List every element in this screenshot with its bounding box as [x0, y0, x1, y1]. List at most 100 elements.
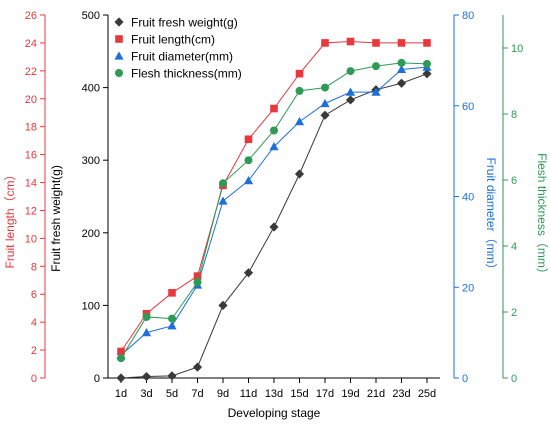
weight-axis-title: Fruit fresh weight(g)	[49, 165, 63, 272]
data-point-flesh	[193, 278, 202, 287]
weight-tick-label: 100	[82, 300, 100, 312]
x-axis-title: Developing stage	[228, 406, 321, 420]
data-point-diameter	[320, 98, 330, 108]
flesh-tick-label: 8	[511, 109, 517, 121]
legend-entry: Fruit fresh weight(g)	[114, 16, 238, 30]
data-point-flesh	[372, 62, 380, 71]
diameter-tick-label: 80	[462, 10, 474, 22]
length-tick-label: 2	[31, 345, 37, 357]
data-point-length	[244, 135, 253, 144]
x-tick-label: 17d	[316, 388, 334, 400]
length-tick-label: 24	[25, 38, 37, 50]
length-tick-label: 4	[31, 317, 37, 329]
length-tick-label: 22	[25, 66, 37, 78]
diameter-tick-label: 0	[462, 373, 468, 385]
x-tick-label: 9d	[217, 388, 229, 400]
data-point-length	[346, 37, 355, 46]
diameter-tick-label: 20	[462, 282, 474, 294]
x-tick-label: 11d	[240, 388, 258, 400]
length-tick-label: 18	[25, 122, 37, 134]
legend: Fruit fresh weight(g) Fruit length(cm) Fru…	[114, 16, 242, 81]
weight-tick-label: 300	[82, 155, 100, 167]
flesh-tick-label: 10	[511, 43, 523, 55]
diameter-axis-title: Fruit diameter（mm）	[484, 157, 498, 275]
data-point-flesh	[295, 86, 304, 95]
data-point-weight	[345, 95, 356, 105]
series-diameter	[116, 62, 432, 359]
data-point-weight	[422, 69, 432, 79]
x-tick-label: 5d	[166, 388, 178, 400]
x-tick-label: 7d	[191, 388, 203, 400]
legend-label: Flesh thickness(mm)	[131, 67, 242, 81]
legend-marker	[115, 69, 123, 77]
legend-marker	[114, 51, 124, 60]
x-axis: 1d 3d 5d 7d 9d 11d 13d 15d 17d 19d 21d 23d 25d	[108, 377, 440, 400]
data-point-flesh	[423, 59, 431, 68]
x-tick-label: 15d	[290, 388, 308, 400]
flesh-tick-label: 0	[511, 373, 517, 385]
data-point-weight	[320, 110, 330, 120]
data-point-diameter	[345, 87, 356, 96]
data-point-diameter	[167, 321, 177, 330]
flesh-tick-label: 2	[511, 307, 517, 319]
diameter-axis: 0 20 40 60 80 Fruit diameter（mm）	[453, 10, 498, 385]
data-point-flesh	[270, 126, 278, 135]
x-tick-label: 13d	[265, 388, 283, 400]
series-weight	[116, 69, 432, 383]
flesh-axis: 0 2 4 6 8 10 Flesh thickness（mm）	[502, 15, 549, 385]
data-point-weight	[167, 371, 177, 381]
data-point-length	[117, 347, 125, 356]
data-point-diameter	[294, 117, 305, 126]
length-tick-label: 10	[25, 233, 37, 245]
data-point-flesh	[244, 156, 253, 165]
length-tick-label: 26	[25, 10, 37, 22]
legend-label: Fruit length(cm)	[131, 33, 215, 47]
data-point-length	[168, 289, 176, 297]
data-point-weight	[116, 373, 126, 383]
length-tick-label: 20	[25, 94, 37, 106]
series-flesh	[117, 58, 431, 363]
flesh-axis-title: Flesh thickness（mm）	[535, 153, 549, 280]
x-tick-label: 23d	[392, 388, 410, 400]
length-tick-label: 16	[25, 150, 37, 162]
data-point-length	[397, 39, 406, 47]
weight-tick-label: 200	[82, 228, 100, 240]
data-point-length	[372, 39, 380, 47]
diameter-tick-label: 60	[462, 101, 474, 113]
weight-tick-label: 500	[82, 10, 100, 22]
legend-entry: Flesh thickness(mm)	[115, 67, 242, 81]
data-point-length	[193, 272, 202, 280]
data-point-weight	[243, 268, 254, 278]
data-point-diameter	[218, 196, 228, 205]
legend-entry: Fruit diameter(mm)	[114, 50, 233, 64]
length-tick-label: 14	[25, 178, 37, 190]
data-point-diameter	[141, 328, 152, 337]
data-point-diameter	[371, 87, 381, 96]
data-point-weight	[192, 362, 203, 372]
x-tick-label: 3d	[140, 388, 152, 400]
weight-tick-label: 400	[82, 83, 100, 95]
diameter-tick-label: 40	[462, 192, 474, 204]
data-point-flesh	[142, 312, 151, 321]
data-point-diameter	[396, 64, 407, 74]
data-point-length	[270, 104, 278, 113]
x-tick-label: 21d	[367, 388, 385, 400]
legend-label: Fruit fresh weight(g)	[131, 16, 238, 30]
data-point-length	[423, 39, 431, 47]
length-tick-label: 0	[31, 373, 37, 385]
data-point-flesh	[346, 67, 355, 76]
data-point-length	[321, 39, 329, 47]
data-point-weight	[396, 78, 407, 88]
x-tick-label: 25d	[418, 388, 436, 400]
data-point-flesh	[117, 354, 125, 363]
data-point-flesh	[168, 314, 176, 323]
data-point-weight	[141, 371, 152, 382]
flesh-tick-label: 4	[511, 241, 517, 253]
data-point-flesh	[219, 179, 227, 188]
data-point-diameter	[243, 176, 254, 185]
legend-entry: Fruit length(cm)	[115, 33, 215, 47]
weight-tick-label: 0	[94, 373, 100, 385]
length-tick-label: 8	[31, 261, 37, 273]
legend-marker	[114, 17, 124, 27]
